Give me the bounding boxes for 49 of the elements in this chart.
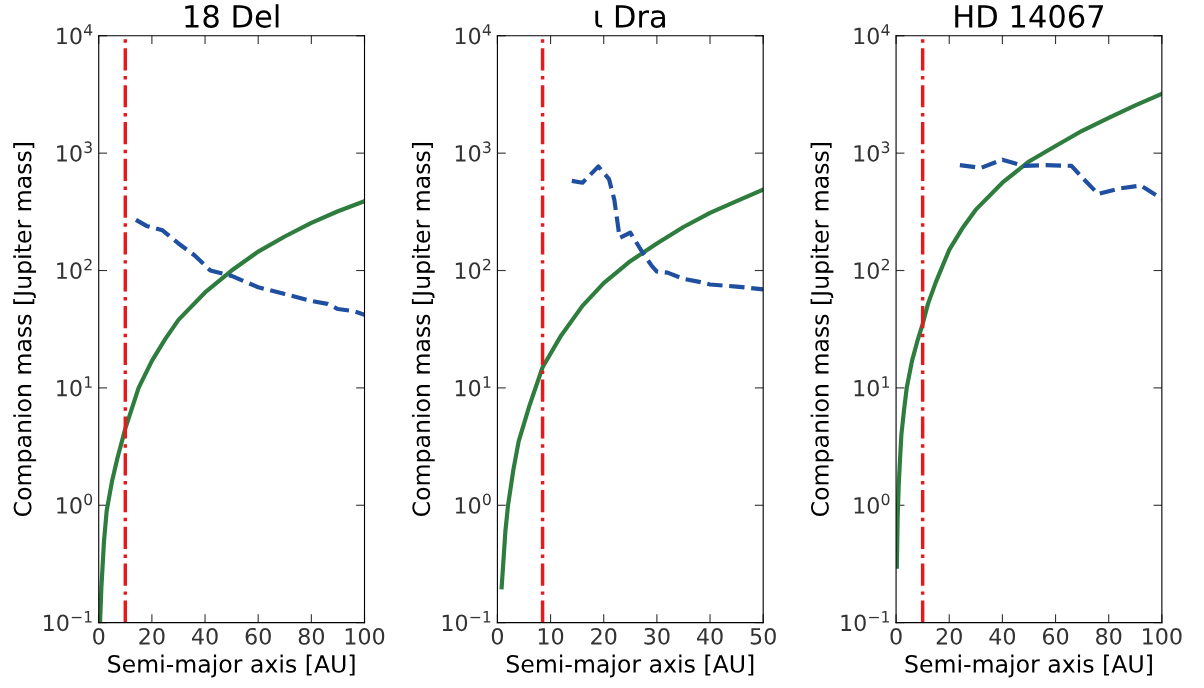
line-series <box>133 217 365 317</box>
line-series <box>569 164 764 292</box>
x-tick-label: 40 <box>191 627 218 645</box>
x-tick-label: 80 <box>1096 627 1122 645</box>
y-tick-label: 10$^{3}$ <box>854 141 890 162</box>
chart-title: 18 Del <box>185 4 279 28</box>
y-tick-label: 10$^{1}$ <box>854 376 890 397</box>
line-series <box>499 187 764 590</box>
x-axis-title: Semi-major axis [AU] <box>506 654 754 678</box>
x-tick-label: 0 <box>491 627 503 645</box>
y-tick-label: 10$^{0}$ <box>57 493 93 514</box>
x-axis-title: Semi-major axis [AU] <box>905 654 1152 678</box>
x-tick-label: 40 <box>696 627 723 645</box>
x-tick-label: 60 <box>245 627 271 645</box>
x-tick-label: 30 <box>644 627 670 645</box>
x-tick-label: 100 <box>1143 627 1182 645</box>
x-tick-label: 40 <box>989 627 1016 645</box>
x-tick-label: 100 <box>345 627 385 645</box>
y-tick-label: 10$^{4}$ <box>57 24 93 45</box>
y-axis-title: Companion mass [Jupiter mass] <box>411 143 435 517</box>
line-series <box>896 91 1162 569</box>
x-tick-label: 80 <box>298 627 325 645</box>
x-tick-label: 0 <box>93 627 105 645</box>
y-tick-label: 10$^{−1}$ <box>841 611 889 632</box>
x-tick-label: 20 <box>591 627 617 645</box>
y-tick-label: 10$^{2}$ <box>854 258 889 280</box>
y-tick-label: 10$^{0}$ <box>854 493 890 514</box>
y-tick-label: 10$^{1}$ <box>455 376 491 397</box>
x-tick-label: 10 <box>538 627 564 645</box>
y-axis-title: Companion mass [Jupiter mass] <box>810 143 834 517</box>
y-tick-label: 10$^{−1}$ <box>44 611 92 632</box>
y-tick-label: 10$^{2}$ <box>455 258 491 280</box>
x-tick-label: 20 <box>139 627 165 645</box>
y-tick-label: 10$^{1}$ <box>57 376 92 397</box>
x-axis-title: Semi-major axis [AU] <box>108 654 355 678</box>
y-tick-label: 10$^{3}$ <box>57 141 92 162</box>
y-tick-label: 10$^{3}$ <box>455 141 491 162</box>
x-tick-label: 50 <box>750 627 776 645</box>
y-tick-label: 10$^{4}$ <box>854 24 890 45</box>
y-tick-label: 10$^{4}$ <box>455 24 491 45</box>
y-tick-label: 10$^{2}$ <box>57 258 92 280</box>
x-tick-label: 60 <box>1042 627 1069 645</box>
x-tick-label: 0 <box>890 627 902 645</box>
x-tick-label: 20 <box>936 627 962 645</box>
chart-title: HD 14067 <box>955 4 1104 28</box>
chart-title: ι Dra <box>595 5 665 28</box>
y-tick-label: 10$^{−1}$ <box>442 611 491 632</box>
y-axis-title: Companion mass [Jupiter mass] <box>13 143 37 517</box>
y-tick-label: 10$^{0}$ <box>455 493 491 514</box>
